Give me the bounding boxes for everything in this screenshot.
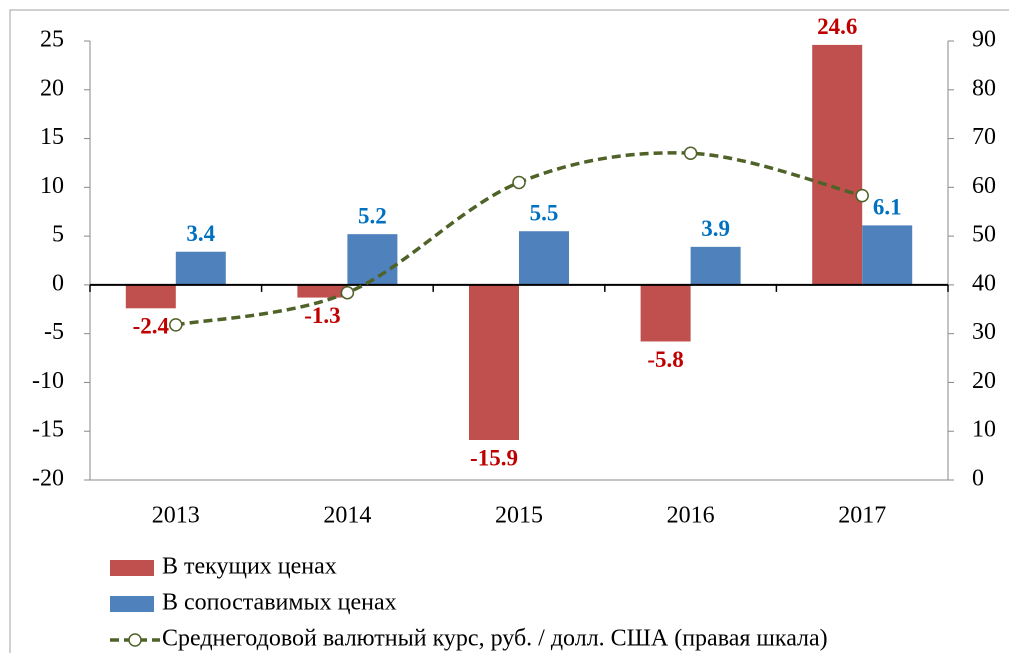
legend-label: Среднегодовой валютный курс, руб. / долл…	[162, 626, 828, 652]
bar	[297, 284, 348, 298]
data-label: 5.5	[530, 201, 559, 226]
y-tick-label: -15	[32, 417, 64, 443]
y-tick-label: 0	[52, 270, 64, 296]
data-label: 6.1	[873, 195, 902, 220]
bar	[640, 284, 691, 342]
x-tick-label: 2015	[495, 503, 543, 529]
data-label: 5.2	[358, 203, 387, 228]
y-tick-label: -5	[44, 319, 64, 345]
y-tick-label: 15	[40, 124, 64, 150]
line-marker	[855, 188, 869, 203]
line-marker	[169, 318, 183, 332]
bar	[347, 234, 398, 285]
bar	[469, 284, 519, 441]
y-tick-label: -10	[32, 368, 64, 394]
data-label: 24.6	[817, 14, 857, 39]
data-label: 3.4	[186, 221, 215, 246]
y2-tick-label: 60	[972, 173, 996, 199]
legend-swatch	[110, 596, 154, 612]
x-tick-label: 2013	[152, 503, 200, 529]
data-label: -2.4	[133, 314, 170, 339]
legend-label: В текущих ценах	[162, 554, 337, 580]
y-tick-label: 25	[40, 27, 64, 53]
line-marker	[340, 285, 355, 300]
line-marker	[683, 146, 698, 160]
x-tick-label: 2017	[838, 503, 886, 529]
y2-tick-label: 0	[972, 466, 984, 492]
y-tick-label: 5	[52, 222, 64, 248]
y-tick-label: -20	[32, 466, 64, 492]
x-tick-label: 2014	[323, 503, 371, 529]
bar	[175, 251, 226, 285]
y2-tick-label: 40	[972, 270, 996, 296]
line-marker	[512, 175, 526, 190]
y2-tick-label: 80	[972, 75, 996, 101]
y2-tick-label: 30	[972, 319, 996, 345]
y-tick-label: 10	[40, 173, 64, 199]
y2-tick-label: 10	[972, 417, 996, 443]
data-label: -5.8	[647, 347, 683, 372]
legend-swatch	[110, 560, 154, 576]
data-label: -15.9	[470, 445, 518, 470]
legend-label: В сопоставимых ценах	[162, 590, 397, 616]
bar	[690, 246, 741, 285]
data-label: 3.9	[701, 216, 730, 241]
y2-tick-label: 70	[972, 124, 996, 150]
data-label: -1.3	[304, 303, 340, 328]
bar	[125, 284, 176, 309]
legend-swatch	[128, 633, 142, 647]
bar	[519, 231, 569, 285]
y2-tick-label: 90	[972, 27, 996, 53]
y2-tick-label: 20	[972, 368, 996, 394]
y-tick-label: 20	[40, 75, 64, 101]
chart-frame	[9, 9, 1009, 653]
x-tick-label: 2016	[667, 503, 715, 529]
y2-tick-label: 50	[972, 222, 996, 248]
bar	[862, 225, 913, 285]
bar	[812, 44, 863, 285]
